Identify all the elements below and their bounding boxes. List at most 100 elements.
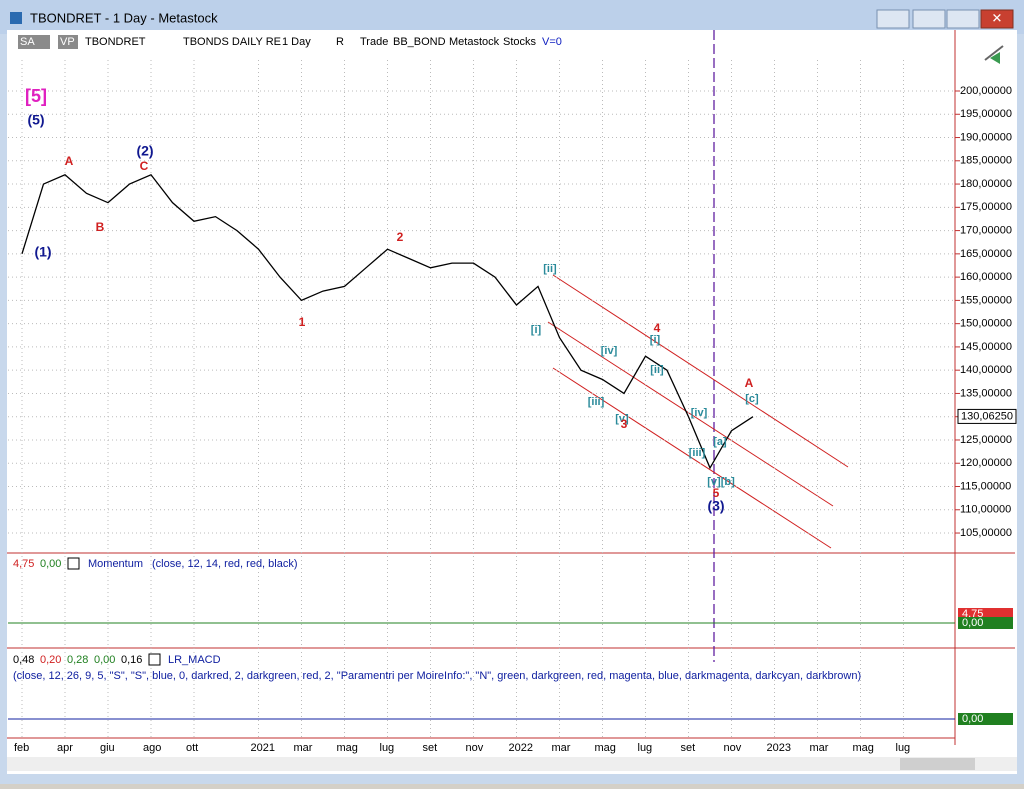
toolbar-item: Trade: [360, 36, 388, 48]
wave-label: 2: [397, 230, 404, 244]
y-tick-label: 140,00000: [960, 364, 1012, 376]
last-price-label: 130,06250: [961, 410, 1013, 422]
wave-label: [iii]: [588, 396, 605, 408]
y-tick-label: 110,00000: [960, 504, 1011, 516]
indicator-value: 0,00: [40, 558, 61, 570]
label-box: [958, 617, 1013, 629]
title-bar: [0, 0, 1024, 34]
toolbar-icon: [984, 45, 1004, 64]
indicator-value: 0,00: [94, 654, 115, 666]
toolbar-item: V=0: [542, 36, 562, 48]
x-tick-label: set: [681, 742, 696, 754]
x-tick-label: giu: [100, 742, 115, 754]
last-price-box: [957, 408, 1017, 424]
wave-label: [c]: [745, 393, 759, 405]
right-axis: [955, 30, 1017, 774]
maximize-button[interactable]: [946, 9, 980, 29]
wave-label: 3: [621, 417, 628, 431]
wave-label: [ii]: [543, 263, 557, 275]
x-tick-label: ago: [143, 742, 161, 754]
y-tick-label: 180,00000: [960, 178, 1012, 190]
wave-label: [i]: [531, 324, 542, 336]
wave-label: [a]: [713, 436, 727, 448]
wave-label: 4: [654, 321, 661, 335]
toolbar-button[interactable]: [18, 35, 50, 49]
window-title: TBONDRET - 1 Day - Metastock: [30, 10, 218, 25]
channel-line: [547, 321, 834, 507]
wave-label: (1): [34, 244, 51, 260]
toolbar-item: 1 Day: [282, 36, 311, 48]
scroll-thumb[interactable]: [900, 758, 975, 770]
x-tick-label: apr: [57, 742, 73, 754]
right-label: 0,00: [962, 617, 983, 629]
toolbar-item: TBONDS DAILY RE: [183, 36, 281, 48]
y-tick-label: 185,00000: [960, 155, 1012, 167]
wave-label: [ii]: [650, 364, 664, 376]
wave-label: [i]: [650, 334, 661, 346]
x-tick-label: lug: [638, 742, 653, 754]
y-tick-label: 155,00000: [960, 294, 1012, 306]
toolbar-item: TBONDRET: [85, 36, 146, 48]
wave-label: [5]: [25, 86, 47, 106]
icon-arrow: [990, 52, 1000, 64]
x-tick-label: mar: [294, 742, 313, 754]
close-indicator[interactable]: [67, 557, 80, 570]
toolbar-item: SA: [20, 36, 35, 48]
close-indicator[interactable]: [148, 653, 161, 666]
minimize-button[interactable]: [912, 9, 946, 29]
icon-line: [984, 45, 1004, 61]
wave-label: A: [745, 376, 754, 390]
x-tick-label: lug: [896, 742, 911, 754]
wave-label: B: [96, 220, 105, 234]
indicator-name: Momentum: [88, 558, 143, 570]
x-tick-label: 2023: [767, 742, 791, 754]
toolbar-button[interactable]: [58, 35, 78, 49]
x-tick-label: mar: [810, 742, 829, 754]
y-tick-label: 150,00000: [960, 318, 1012, 330]
scrollbar[interactable]: [7, 757, 1017, 771]
wave-label: C: [140, 159, 149, 173]
y-tick-label: 120,00000: [960, 457, 1012, 469]
x-tick-label: ott: [186, 742, 198, 754]
x-tick-label: mar: [552, 742, 571, 754]
wave-label: 5: [713, 486, 720, 500]
wave-label: [iii]: [689, 447, 706, 459]
close-button[interactable]: [980, 9, 1014, 29]
x-tick-label: nov: [724, 742, 742, 754]
toolbar-item: BB_BOND: [393, 36, 446, 48]
y-tick-label: 175,00000: [960, 201, 1012, 213]
indicator-params: (close, 12, 26, 9, 5, "S", "S", blue, 0,…: [13, 670, 861, 682]
price-line: [21, 173, 754, 470]
wave-label: (5): [27, 112, 44, 128]
y-tick-label: 135,00000: [960, 387, 1012, 399]
x-tick-label: mag: [595, 742, 616, 754]
indicator-value: 4,75: [13, 558, 34, 570]
toolbar-item: Metastock: [449, 36, 500, 48]
indicator-params: (close, 12, 14, red, red, black): [152, 558, 298, 570]
chart-area: [7, 30, 1017, 774]
x-tick-label: mag: [337, 742, 358, 754]
wave-label: A: [65, 154, 74, 168]
toolbar-item: VP: [60, 36, 75, 48]
wave-label: [v]: [615, 413, 629, 425]
y-tick-label: 200,00000: [960, 85, 1012, 97]
toolbar-item: R: [336, 36, 344, 48]
indicator-value: 0,28: [67, 654, 88, 666]
y-tick-label: 160,00000: [960, 271, 1012, 283]
app-icon: [10, 12, 22, 24]
x-tick-label: lug: [380, 742, 395, 754]
x-tick-label: 2022: [509, 742, 533, 754]
wave-label: [iv]: [601, 345, 618, 357]
wave-label: [v][b]: [707, 476, 735, 488]
right-label: 0,00: [962, 713, 983, 725]
restore-pane-button[interactable]: [876, 9, 910, 29]
y-tick-label: 105,00000: [960, 527, 1012, 539]
label-box: [958, 713, 1013, 725]
x-tick-label: nov: [466, 742, 484, 754]
right-label: 4,75: [962, 608, 983, 620]
indicator-value: 0,48: [13, 654, 34, 666]
x-tick-label: set: [423, 742, 438, 754]
wave-label: (2): [136, 143, 153, 159]
x-tick-label: feb: [14, 742, 29, 754]
